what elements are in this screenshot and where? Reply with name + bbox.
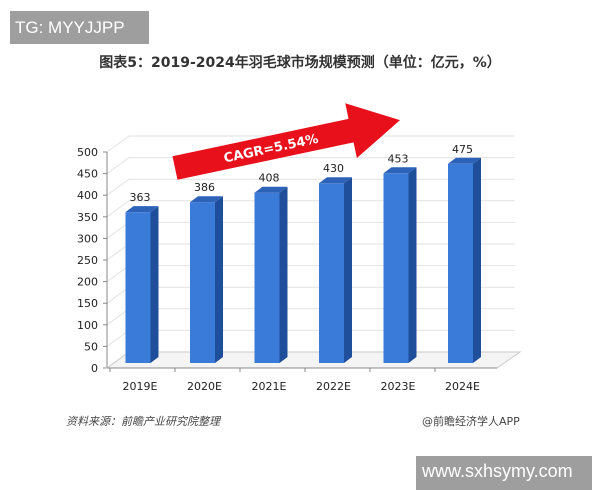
data-label: 475 (452, 143, 473, 156)
watermark-top: TG: MYYJJPP (10, 11, 149, 44)
gridline (106, 157, 515, 175)
credit-note: @前瞻经济学人APP (422, 415, 520, 428)
y-tick-label: 100 (77, 319, 98, 332)
bar-top (319, 177, 352, 184)
x-tick-label: 2024E (445, 380, 480, 393)
bar-side (150, 206, 159, 363)
bar-side (279, 186, 288, 363)
y-tick-label: 200 (77, 276, 98, 289)
y-tick-label: 50 (84, 340, 98, 353)
y-tick-label: 350 (77, 211, 98, 224)
bar-front (383, 173, 409, 363)
y-tick-label: 0 (91, 362, 98, 375)
bar-side (473, 157, 481, 363)
bar-front (190, 202, 215, 363)
y-tick-label: 150 (77, 297, 98, 310)
y-tick-label: 250 (77, 254, 98, 267)
chart-title: 图表5：2019-2024年羽毛球市场规模预测（单位：亿元，%） (99, 55, 501, 71)
y-tick-label: 500 (77, 146, 98, 159)
bar-top (254, 186, 288, 193)
bar-front (254, 192, 280, 363)
bar-top (383, 167, 417, 174)
data-label: 363 (130, 191, 151, 204)
gridline (106, 135, 515, 153)
bar-top (448, 157, 481, 164)
data-label: 408 (259, 172, 280, 185)
x-tick-label: 2019E (123, 380, 158, 393)
x-tick-label: 2020E (187, 380, 222, 393)
bar-side (215, 196, 223, 363)
bar-top (125, 206, 159, 213)
bar-front (448, 163, 473, 363)
bar-chart: 0 50 100 150 200 250 300 350 400 450 500 363 2019E 38… (77, 103, 522, 393)
y-tick-label: 400 (77, 189, 98, 202)
data-label: 453 (388, 152, 409, 165)
x-tick-label: 2022E (316, 380, 351, 393)
bar-side (408, 167, 417, 363)
y-tick-label: 450 (77, 168, 98, 181)
x-tick-label: 2023E (381, 380, 416, 393)
watermark-bottom: www.sxhsymy.com (416, 456, 592, 490)
data-label: 430 (323, 162, 344, 175)
bar-front (125, 212, 151, 363)
data-label: 386 (194, 181, 215, 194)
y-tick-label: 300 (77, 232, 98, 245)
source-note: 资料来源：前瞻产业研究院整理 (66, 415, 220, 428)
arrow-shape (172, 103, 400, 180)
cagr-arrow: CAGR=5.54% (172, 103, 400, 180)
x-tick-label: 2021E (252, 380, 287, 393)
bar-front (319, 183, 344, 363)
bar-top (190, 196, 223, 203)
bar-side (344, 177, 352, 363)
